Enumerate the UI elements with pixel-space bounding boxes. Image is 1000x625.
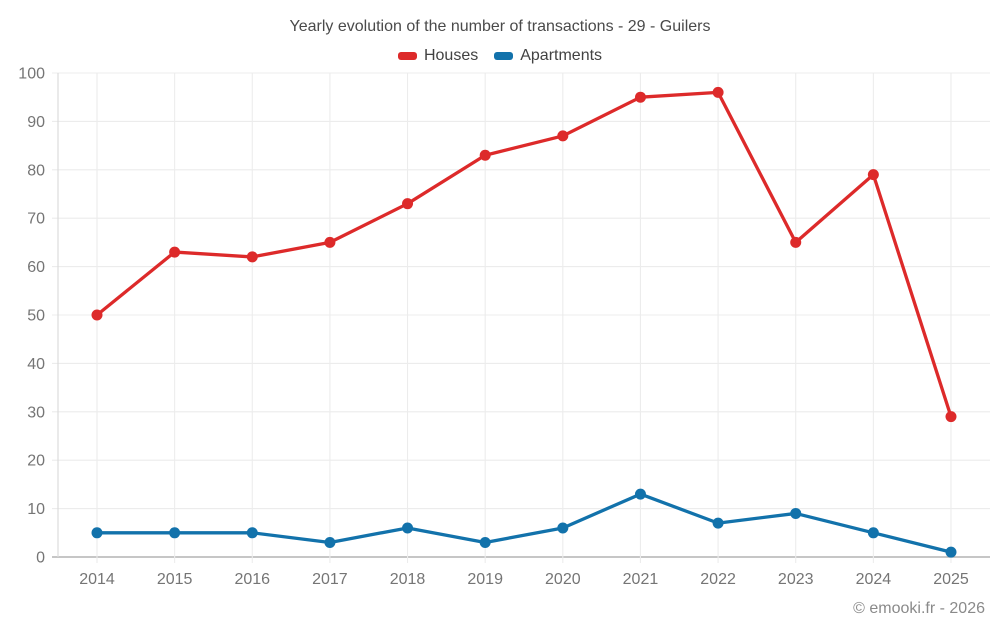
svg-text:60: 60 bbox=[27, 259, 45, 276]
legend: Houses Apartments bbox=[0, 47, 1000, 65]
svg-text:2019: 2019 bbox=[467, 571, 503, 588]
svg-text:2023: 2023 bbox=[778, 571, 814, 588]
svg-text:2021: 2021 bbox=[623, 571, 659, 588]
svg-text:2022: 2022 bbox=[700, 571, 736, 588]
houses-series-swatch-icon bbox=[397, 52, 417, 60]
legend-item-apartments[interactable]: Apartments bbox=[494, 47, 602, 65]
chart-title: Yearly evolution of the number of transa… bbox=[289, 18, 711, 35]
svg-text:2020: 2020 bbox=[545, 571, 581, 588]
svg-text:2017: 2017 bbox=[312, 571, 348, 588]
svg-text:90: 90 bbox=[27, 114, 45, 131]
svg-text:50: 50 bbox=[27, 308, 45, 325]
svg-text:70: 70 bbox=[27, 211, 45, 228]
svg-text:30: 30 bbox=[27, 404, 45, 421]
svg-text:0: 0 bbox=[36, 550, 45, 567]
svg-text:2018: 2018 bbox=[390, 571, 426, 588]
svg-text:80: 80 bbox=[27, 162, 45, 179]
svg-text:2016: 2016 bbox=[234, 571, 270, 588]
svg-text:10: 10 bbox=[27, 501, 45, 518]
copyright-footer: © emooki.fr - 2026 bbox=[853, 600, 985, 617]
legend-label-houses: Houses bbox=[423, 47, 479, 64]
svg-text:2014: 2014 bbox=[79, 571, 115, 588]
svg-text:40: 40 bbox=[27, 356, 45, 373]
svg-text:2024: 2024 bbox=[856, 571, 892, 588]
svg-text:100: 100 bbox=[18, 66, 45, 83]
svg-text:2015: 2015 bbox=[157, 571, 193, 588]
svg-text:20: 20 bbox=[27, 453, 45, 470]
legend-label-apartments: Apartments bbox=[520, 47, 603, 64]
apartments-series-swatch-icon bbox=[494, 52, 514, 60]
legend-item-houses[interactable]: Houses bbox=[397, 47, 479, 65]
svg-text:2025: 2025 bbox=[933, 571, 969, 588]
